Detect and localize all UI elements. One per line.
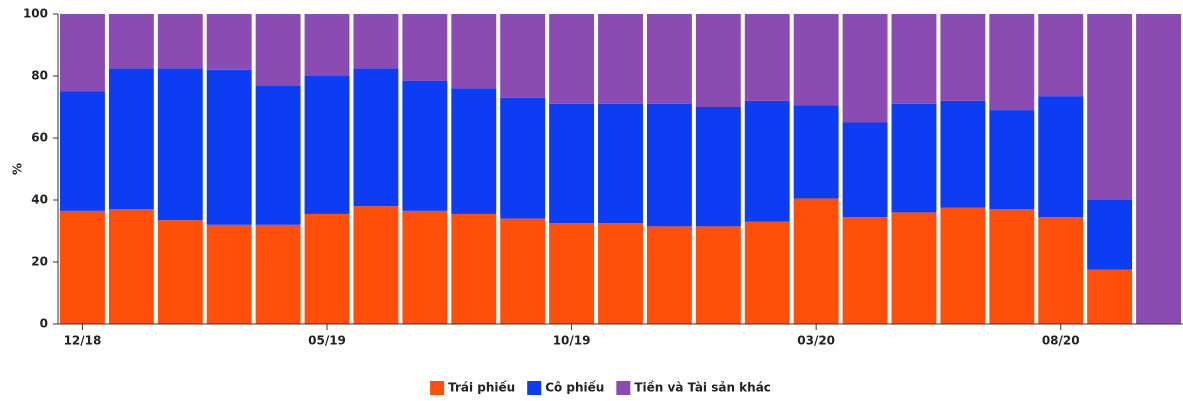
bar-segment <box>989 209 1035 324</box>
bar-segment <box>989 110 1035 210</box>
bar-segment <box>60 210 105 324</box>
bar-segment <box>108 68 154 210</box>
y-tick-label: 40 <box>31 193 48 207</box>
bar-segment <box>500 14 546 98</box>
bar-segment <box>549 103 595 224</box>
bar-segment <box>304 76 350 214</box>
bar-segment <box>940 207 986 324</box>
legend-swatch <box>430 381 445 395</box>
bar-segment <box>500 218 546 324</box>
bar-segment <box>206 14 252 70</box>
legend-swatch <box>527 381 542 395</box>
bar-segment <box>940 14 986 101</box>
bar-segment <box>157 220 203 324</box>
bar-segment <box>1087 14 1133 200</box>
bar-segment <box>744 14 790 101</box>
bar-segment <box>744 100 790 222</box>
bar-segment <box>451 88 497 214</box>
bar-segment <box>60 14 105 92</box>
bar-segment <box>255 14 301 86</box>
bar-segment <box>842 14 888 123</box>
bar-segment <box>549 14 595 104</box>
bar-segment <box>255 85 301 225</box>
bar-segment <box>695 14 741 107</box>
bar-segment <box>598 103 643 224</box>
x-tick-label: 03/20 <box>797 334 835 348</box>
bar-segment <box>695 226 741 324</box>
legend-label: Trái phiếu <box>448 381 515 395</box>
bar-segment <box>598 14 643 104</box>
bar-segment <box>891 103 937 213</box>
bar-segment <box>206 224 252 324</box>
bar-segment <box>793 105 839 199</box>
y-axis-label: % <box>11 163 25 175</box>
bar-segment <box>157 68 203 221</box>
bar-segment <box>353 206 399 324</box>
bar-segment <box>1136 14 1181 324</box>
bar-segment <box>989 14 1035 111</box>
y-tick-label: 20 <box>31 255 48 269</box>
y-tick-label: 0 <box>40 317 48 331</box>
bar-segment <box>1038 14 1084 97</box>
bar-segment <box>891 212 937 324</box>
y-tick-label: 80 <box>31 69 48 83</box>
bar-segment <box>402 80 448 211</box>
y-tick-label: 100 <box>23 7 48 21</box>
bar-segment <box>500 97 546 219</box>
legend-label: Tiền và Tài sản khác <box>634 381 771 395</box>
bar-segment <box>304 14 350 76</box>
bar-segment <box>1038 96 1084 218</box>
bar-segment <box>842 217 888 324</box>
bar-segment <box>1087 269 1133 324</box>
bar-segment <box>744 221 790 324</box>
bar-segment <box>549 223 595 324</box>
bar-segment <box>60 91 105 211</box>
bar-segment <box>402 14 448 81</box>
bar-segment <box>451 213 497 324</box>
y-tick-label: 60 <box>31 131 48 145</box>
bar-segment <box>646 226 692 324</box>
bar-segment <box>598 223 643 324</box>
bar-segment <box>451 14 497 89</box>
legend-swatch <box>616 381 631 395</box>
bar-segment <box>353 68 399 207</box>
x-tick-label: 08/20 <box>1042 334 1080 348</box>
bar-segment <box>157 14 203 69</box>
legend-label: Cô phiếu <box>545 381 604 395</box>
bar-segment <box>1038 217 1084 324</box>
bar-segment <box>646 14 692 104</box>
bar-segment <box>646 103 692 227</box>
bar-segment <box>793 198 839 324</box>
bar-segment <box>353 14 399 69</box>
bar-segment <box>108 209 154 324</box>
bar-segment <box>793 14 839 106</box>
bar-segment <box>842 122 888 218</box>
bar-segment <box>255 224 301 324</box>
bar-segment <box>695 107 741 227</box>
bar-segment <box>402 210 448 324</box>
bar-segment <box>1087 200 1133 270</box>
x-tick-label: 10/19 <box>553 334 591 348</box>
bar-segment <box>940 100 986 208</box>
bar-segment <box>206 69 252 225</box>
x-tick-label: 05/19 <box>308 334 346 348</box>
x-tick-label: 12/18 <box>64 334 102 348</box>
bar-segment <box>304 213 350 324</box>
bar-segment <box>891 14 937 104</box>
bar-segment <box>108 14 154 69</box>
